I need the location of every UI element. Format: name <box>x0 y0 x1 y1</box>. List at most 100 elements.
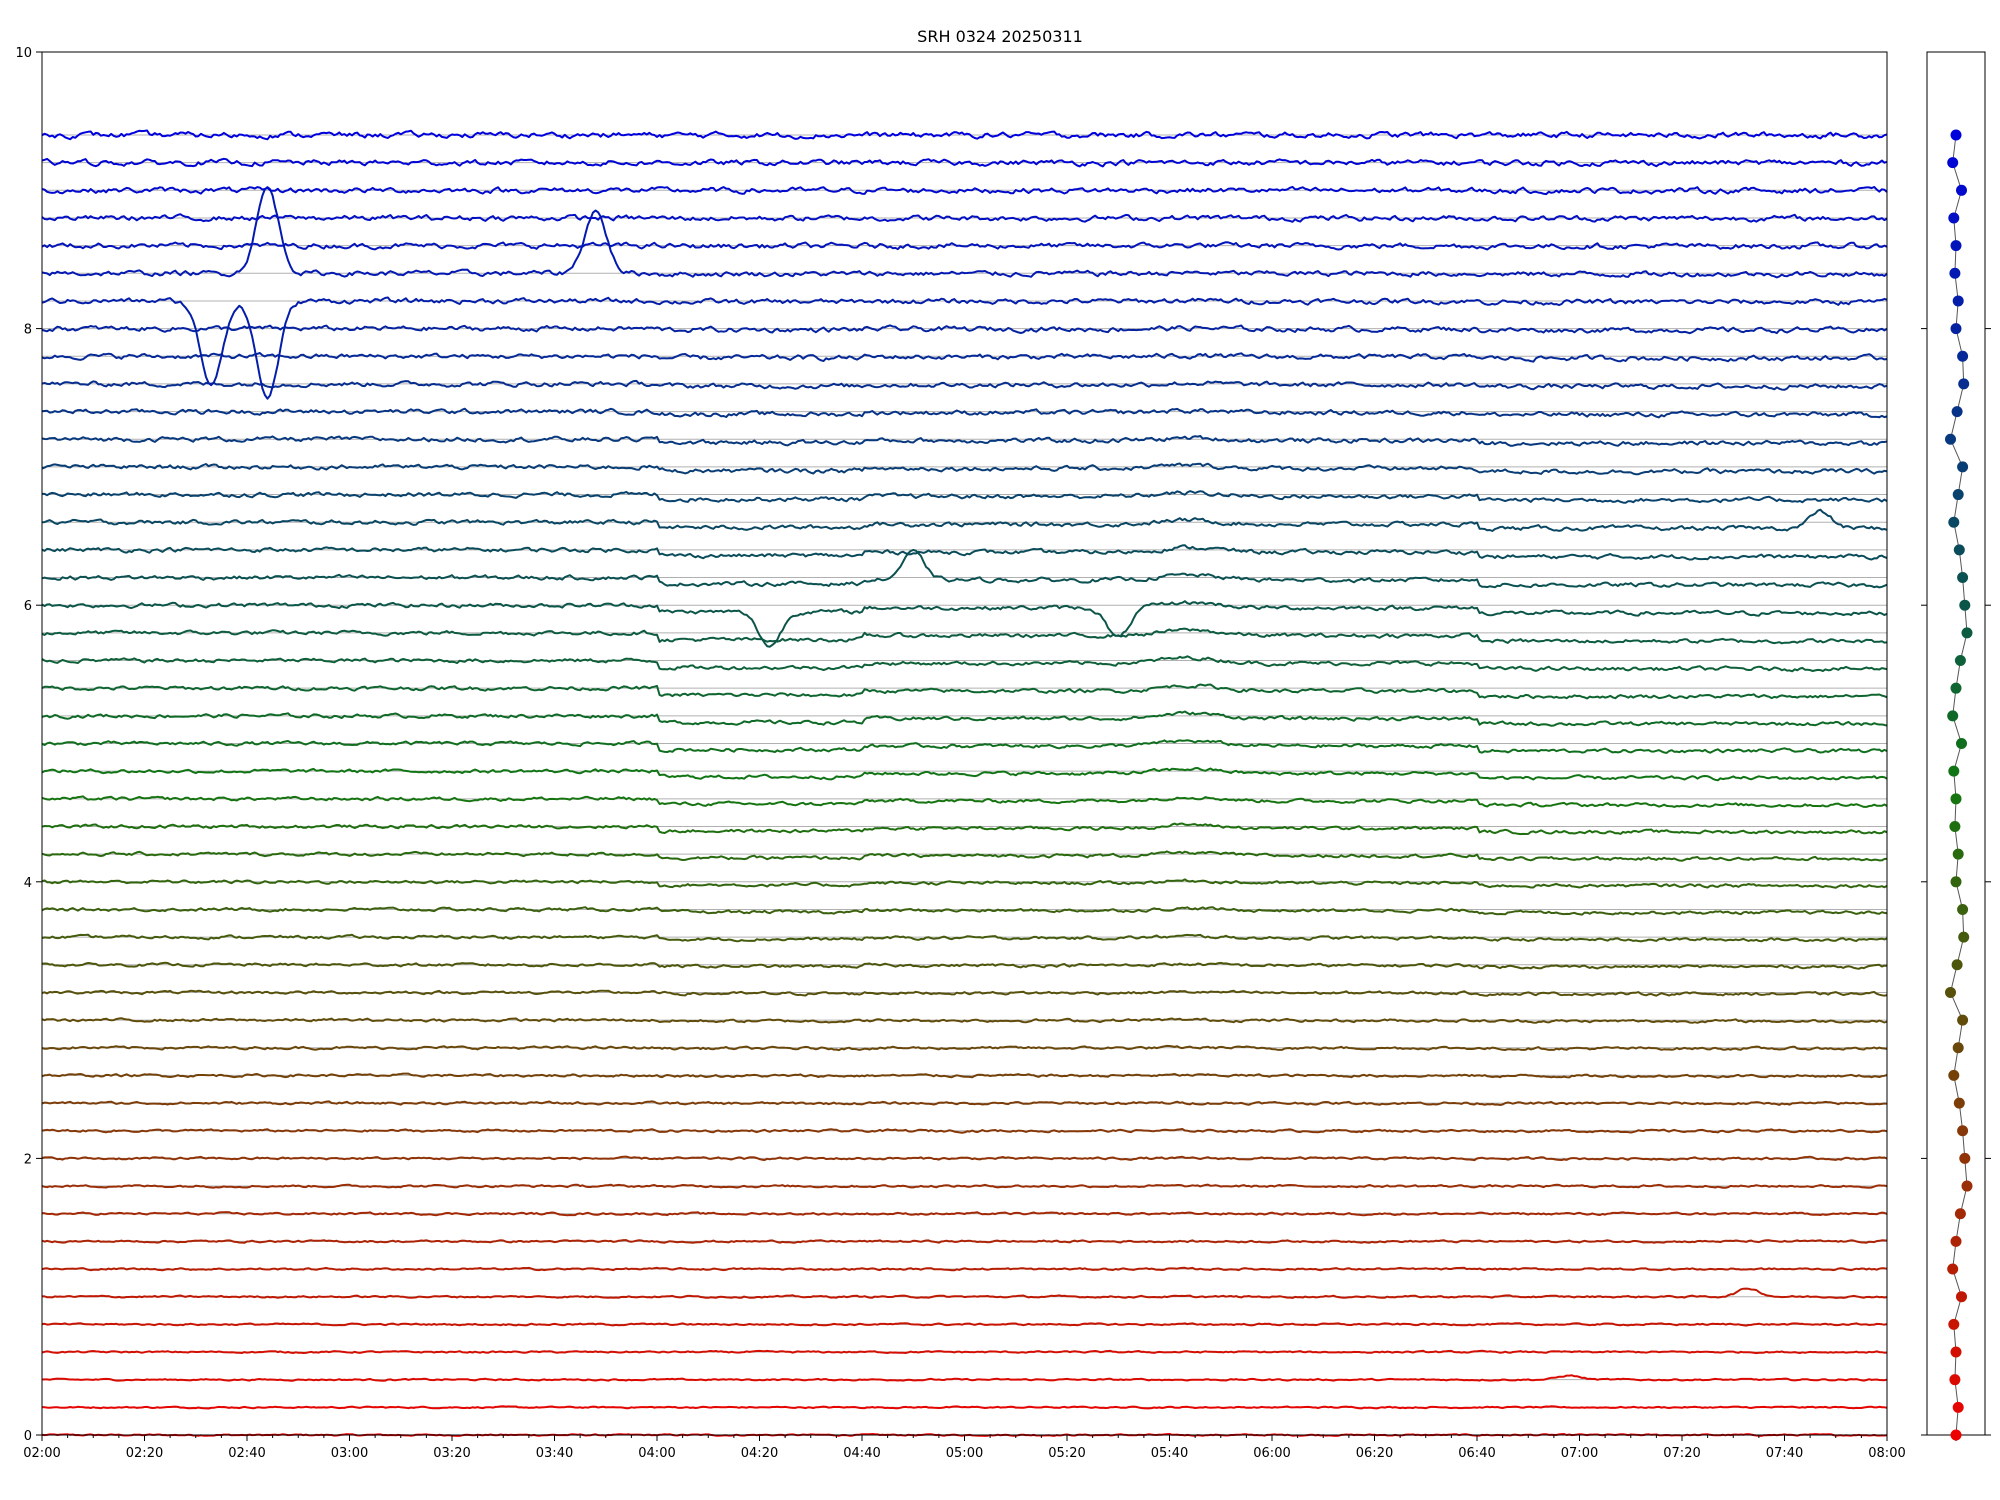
y-tick-label: 6 <box>24 599 32 614</box>
side-dot-21 <box>1952 848 1964 860</box>
series-line-21 <box>41 850 1888 862</box>
series-line-33 <box>41 508 1888 532</box>
x-tick-label: 06:40 <box>1458 1446 1495 1461</box>
side-dot-12 <box>1953 1097 1965 1109</box>
side-dot-45 <box>1956 184 1967 196</box>
series-line-31 <box>41 548 1888 589</box>
side-dot-20 <box>1950 876 1962 888</box>
series-line-30 <box>41 600 1888 648</box>
series-line-28 <box>41 655 1888 673</box>
side-dot-24 <box>1948 765 1960 777</box>
side-dot-16 <box>1945 986 1956 998</box>
chart-title: SRH 0324 20250311 <box>917 27 1083 46</box>
side-dot-44 <box>1948 212 1960 224</box>
series-line-12 <box>41 1100 1888 1106</box>
series-line-18 <box>41 933 1888 943</box>
side-dot-0 <box>1950 1429 1962 1441</box>
side-dot-1 <box>1952 1401 1964 1413</box>
side-dot-31 <box>1957 572 1969 584</box>
series-line-7 <box>41 1239 1888 1244</box>
series-line-2 <box>41 1374 1888 1382</box>
side-dot-35 <box>1957 461 1969 473</box>
series-line-5 <box>41 1287 1888 1299</box>
series-line-42 <box>41 186 1888 279</box>
y-tick-label: 4 <box>24 876 32 891</box>
series-line-13 <box>41 1072 1888 1079</box>
y-axis-ticks: 0 2 4 6 8 10 <box>15 46 42 1444</box>
side-dot-25 <box>1956 738 1967 749</box>
y-tick-label: 2 <box>24 1152 32 1167</box>
series-line-22 <box>41 822 1888 836</box>
side-dot-18 <box>1958 931 1970 943</box>
series-line-40 <box>41 324 1888 335</box>
series-line-26 <box>41 710 1888 727</box>
side-dot-10 <box>1959 1152 1971 1164</box>
series-group <box>41 129 1888 1437</box>
side-dot-28 <box>1954 655 1966 667</box>
series-line-15 <box>41 1017 1888 1024</box>
series-line-45 <box>41 185 1888 196</box>
side-dot-4 <box>1948 1318 1960 1330</box>
side-dot-8 <box>1954 1208 1966 1220</box>
side-dot-38 <box>1958 378 1970 390</box>
series-line-24 <box>41 767 1888 782</box>
side-dot-32 <box>1953 544 1965 556</box>
x-tick-label: 05:40 <box>1151 1446 1188 1461</box>
side-dot-40 <box>1950 323 1962 335</box>
series-line-36 <box>41 435 1888 447</box>
series-line-34 <box>42 490 1888 504</box>
series-line-9 <box>41 1183 1888 1189</box>
series-line-3 <box>41 1349 1888 1355</box>
series-line-41 <box>41 296 1888 400</box>
series-line-6 <box>41 1266 1888 1272</box>
x-tick-label: 03:20 <box>433 1446 470 1461</box>
side-dot-7 <box>1950 1235 1962 1247</box>
side-dot-39 <box>1957 350 1969 362</box>
side-dot-5 <box>1956 1291 1967 1303</box>
series-line-4 <box>41 1322 1888 1327</box>
series-line-8 <box>41 1211 1888 1217</box>
x-tick-label: 03:00 <box>331 1446 368 1461</box>
y-tick-label: 10 <box>15 46 32 61</box>
side-dot-26 <box>1947 710 1959 722</box>
series-line-43 <box>41 241 1888 251</box>
x-tick-label: 07:40 <box>1766 1446 1803 1461</box>
x-tick-label: 05:20 <box>1048 1446 1085 1461</box>
series-line-27 <box>41 683 1888 700</box>
x-tick-label: 07:00 <box>1561 1446 1598 1461</box>
side-dot-41 <box>1952 295 1964 307</box>
series-line-46 <box>41 157 1888 168</box>
side-dot-19 <box>1957 903 1969 915</box>
series-line-44 <box>41 213 1888 223</box>
series-line-39 <box>41 352 1888 363</box>
series-line-38 <box>41 379 1888 391</box>
side-dot-13 <box>1948 1069 1960 1081</box>
series-line-16 <box>41 989 1888 997</box>
side-dot-6 <box>1947 1263 1959 1275</box>
series-line-10 <box>41 1155 1888 1162</box>
side-dot-17 <box>1951 959 1963 971</box>
series-line-14 <box>41 1044 1888 1052</box>
side-dot-46 <box>1947 157 1959 169</box>
series-line-11 <box>41 1128 1888 1134</box>
side-dot-33 <box>1948 516 1960 528</box>
series-line-17 <box>41 961 1888 970</box>
y-tick-label: 0 <box>24 1429 32 1444</box>
x-tick-label: 02:00 <box>23 1446 60 1461</box>
side-dot-23 <box>1950 793 1962 805</box>
side-dot-42 <box>1949 267 1961 279</box>
side-dot-34 <box>1952 489 1964 501</box>
side-dot-15 <box>1957 1014 1969 1026</box>
series-line-19 <box>41 906 1888 916</box>
side-panel <box>1921 51 1991 1441</box>
side-dot-14 <box>1952 1042 1964 1054</box>
x-tick-label: 06:20 <box>1356 1446 1393 1461</box>
side-dot-29 <box>1961 627 1973 639</box>
side-dot-43 <box>1950 240 1962 252</box>
series-line-25 <box>41 739 1888 754</box>
side-dot-47 <box>1950 129 1962 141</box>
x-tick-label: 08:00 <box>1868 1446 1905 1461</box>
series-line-23 <box>41 795 1888 808</box>
x-tick-label: 03:40 <box>536 1446 573 1461</box>
